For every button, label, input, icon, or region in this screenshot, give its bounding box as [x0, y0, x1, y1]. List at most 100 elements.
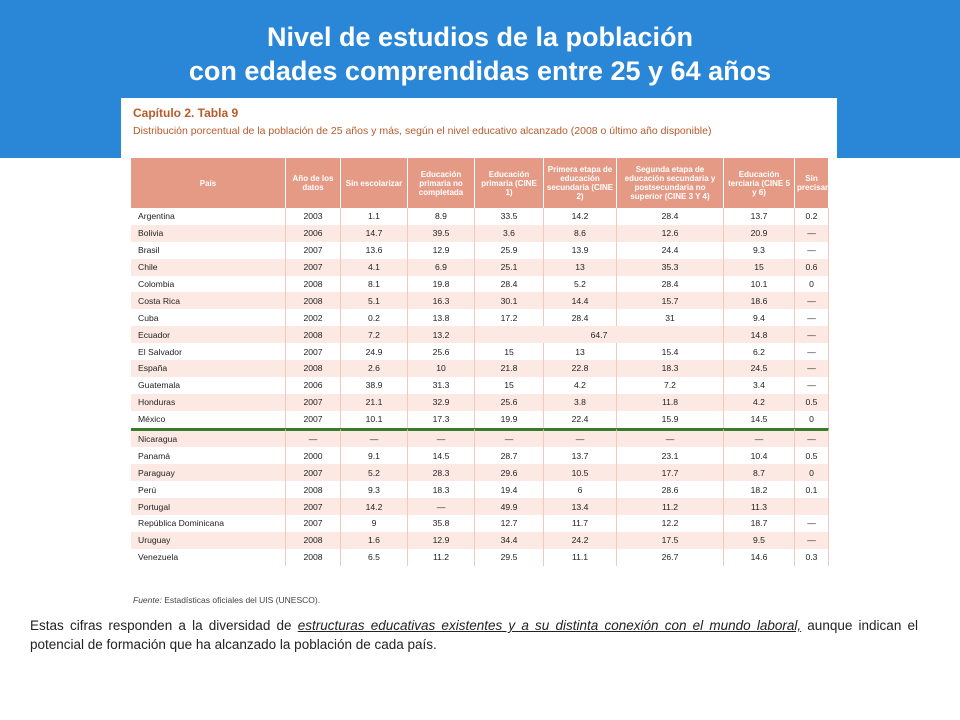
value-cell: 5.2	[544, 275, 617, 293]
value-cell: 12.7	[475, 515, 544, 532]
value-cell: 11.2	[617, 498, 724, 516]
value-cell: 32.9	[408, 393, 475, 411]
value-cell: 22.4	[544, 410, 617, 428]
value-cell: 28.6	[617, 481, 724, 499]
value-cell: 4.1	[341, 258, 408, 276]
value-cell: —	[795, 309, 829, 327]
col-header-anio: Año de los datos	[286, 158, 341, 208]
value-cell: 0.2	[341, 309, 408, 327]
body-text-emphasis: estructuras educativas existentes y a su…	[297, 618, 802, 633]
value-cell: 19.4	[475, 481, 544, 499]
body-text-before: Estas cifras responden a la diversidad d…	[30, 618, 298, 633]
source-label: Fuente:	[133, 595, 162, 605]
value-cell: 11.3	[724, 498, 795, 516]
value-cell: 2008	[286, 275, 341, 293]
table-row: Cuba 2002 0.2 13.8 17.2 28.4 31 9.4—	[131, 309, 829, 327]
value-cell: —	[795, 376, 829, 394]
country-cell: Cuba	[131, 309, 286, 327]
value-cell: 28.4	[617, 208, 724, 225]
table-row: Ecuador 2008 7.2 13.2 64.7 14.8—	[131, 326, 829, 344]
value-cell: 5.2	[341, 464, 408, 482]
value-cell: 21.1	[341, 393, 408, 411]
value-cell: 35.8	[408, 515, 475, 532]
value-cell: 0.5	[795, 447, 829, 465]
country-cell: Argentina	[131, 208, 286, 225]
table-row: Uruguay 2008 1.6 12.9 34.4 24.2 17.5 9.5—	[131, 531, 829, 549]
country-cell: Brasil	[131, 241, 286, 259]
country-cell: Bolivia	[131, 224, 286, 242]
value-cell: 28.4	[475, 275, 544, 293]
value-cell: 10.4	[724, 447, 795, 465]
value-cell: 13.9	[544, 241, 617, 259]
value-cell: 3.8	[544, 393, 617, 411]
col-header-secundaria-1: Primera etapa de educación secundaria (C…	[544, 158, 617, 208]
body-paragraph: Estas cifras responden a la diversidad d…	[30, 616, 918, 654]
chapter-title: Capítulo 2. Tabla 9	[133, 106, 239, 120]
col-header-pais: País	[131, 158, 286, 208]
value-cell: 31	[617, 309, 724, 327]
value-cell: 35.3	[617, 258, 724, 276]
value-cell: 38.9	[341, 376, 408, 394]
col-header-terciaria: Educación terciaria (CINE 5 y 6)	[724, 158, 795, 208]
value-cell: 7.2	[341, 326, 408, 344]
value-cell: 2006	[286, 376, 341, 394]
country-cell: Colombia	[131, 275, 286, 293]
value-cell: 10	[408, 360, 475, 377]
country-cell: Paraguay	[131, 464, 286, 482]
value-cell: 9	[341, 515, 408, 532]
value-cell: 17.3	[408, 410, 475, 428]
value-cell: 6.9	[408, 258, 475, 276]
country-cell: Ecuador	[131, 326, 286, 344]
country-cell: Costa Rica	[131, 292, 286, 310]
value-cell: 13.7	[544, 447, 617, 465]
value-cell: 1.6	[341, 531, 408, 549]
country-cell: México	[131, 410, 286, 428]
value-cell: 12.9	[408, 241, 475, 259]
value-cell: 2007	[286, 498, 341, 516]
value-cell: 24.4	[617, 241, 724, 259]
title-line-1: Nivel de estudios de la población	[266, 22, 694, 52]
value-cell: 0	[795, 275, 829, 293]
page-title: Nivel de estudios de la población con ed…	[0, 20, 960, 88]
value-cell: 13.4	[544, 498, 617, 516]
value-cell: 13	[544, 343, 617, 361]
country-cell: Panamá	[131, 447, 286, 465]
value-cell: 10.5	[544, 464, 617, 482]
value-cell: 2000	[286, 447, 341, 465]
value-cell: 2008	[286, 326, 341, 344]
value-cell: 9.1	[341, 447, 408, 465]
table-header-row: País Año de los datos Sin escolarizar Ed…	[131, 158, 829, 208]
value-cell: 2008	[286, 292, 341, 310]
education-table: País Año de los datos Sin escolarizar Ed…	[131, 158, 829, 566]
value-cell: 17.5	[617, 531, 724, 549]
table-row: Chile 2007 4.1 6.9 25.1 13 35.3 15 0.6	[131, 258, 829, 276]
value-cell: 6.2	[724, 343, 795, 361]
value-cell: 2007	[286, 410, 341, 428]
value-cell: 0.5	[795, 393, 829, 411]
value-cell: 13.2	[408, 326, 475, 344]
value-cell: 6.5	[341, 548, 408, 566]
table-row: Perú 2008 9.3 18.3 19.4 6 28.6 18.2 0.1	[131, 481, 829, 499]
value-cell: 3.4	[724, 376, 795, 394]
value-cell: 18.3	[617, 360, 724, 377]
chapter-subtitle: Distribución porcentual de la población …	[133, 125, 712, 137]
value-cell: 17.2	[475, 309, 544, 327]
value-cell: 0	[795, 464, 829, 482]
value-cell: 24.5	[724, 360, 795, 377]
value-cell: 17.7	[617, 464, 724, 482]
value-cell: 13.7	[724, 208, 795, 225]
value-cell: 21.8	[475, 360, 544, 377]
country-cell: Nicaragua	[131, 427, 286, 448]
value-cell: 18.2	[724, 481, 795, 499]
value-cell: 18.3	[408, 481, 475, 499]
table-row: Nicaragua — — — — — — — —	[131, 427, 829, 448]
value-cell: 4.2	[544, 376, 617, 394]
value-cell: 25.6	[408, 343, 475, 361]
value-cell: 29.5	[475, 548, 544, 566]
value-cell: —	[795, 427, 829, 448]
col-header-primaria-no-completada: Educación primaria no completada	[408, 158, 475, 208]
value-cell: 49.9	[475, 498, 544, 516]
table-row: Bolivia 2006 14.7 39.5 3.6 8.6 12.6 20.9—	[131, 224, 829, 242]
value-cell: 3.6	[475, 224, 544, 242]
value-cell: 14.4	[544, 292, 617, 310]
